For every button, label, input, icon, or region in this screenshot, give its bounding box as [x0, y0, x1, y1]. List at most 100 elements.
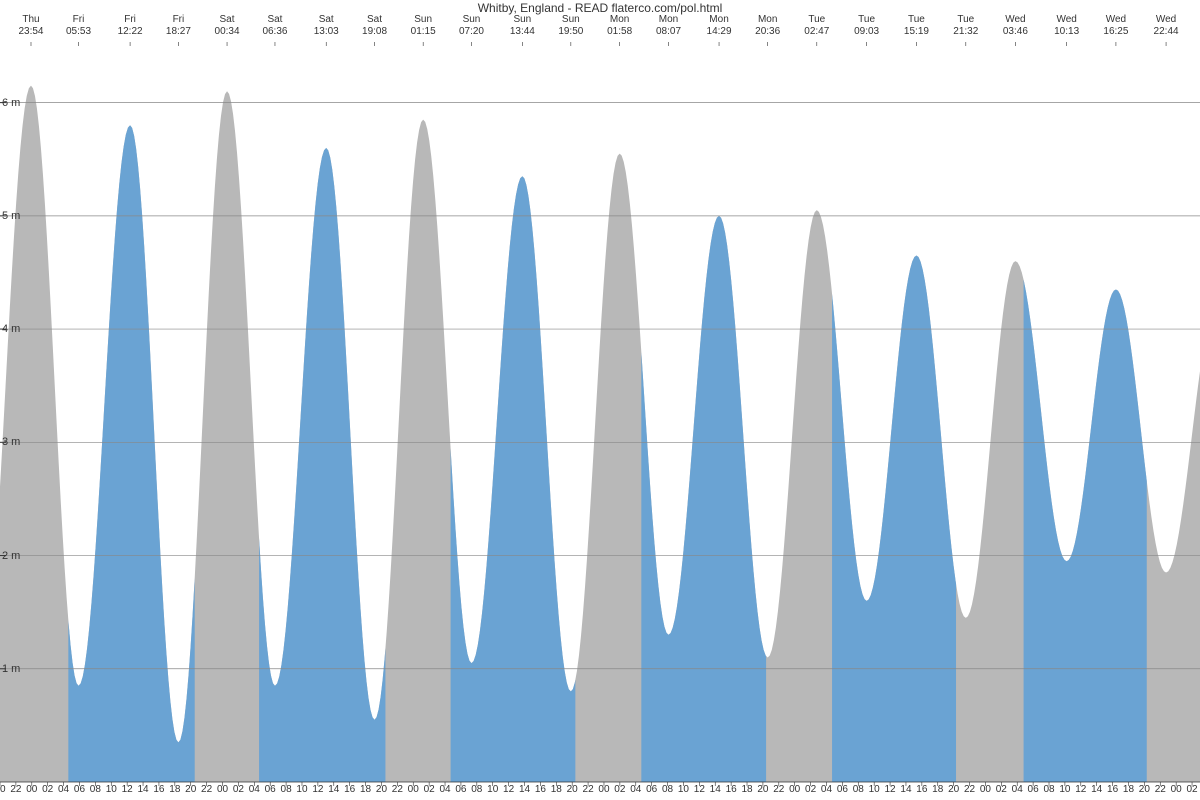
hour-tick-label: 18 — [551, 784, 562, 795]
hour-tick-label: 14 — [1091, 784, 1102, 795]
extreme-time-label: Fri12:22 — [118, 14, 143, 38]
hour-tick-label: 02 — [42, 784, 53, 795]
extreme-time-label: Fri18:27 — [166, 14, 191, 38]
hour-tick-label: 02 — [996, 784, 1007, 795]
tide-chart: Whitby, England - READ flaterco.com/pol.… — [0, 0, 1200, 800]
hour-tick-label: 06 — [646, 784, 657, 795]
hour-tick-label: 10 — [106, 784, 117, 795]
hour-tick-label: 20 — [376, 784, 387, 795]
y-tick-label: 6 m — [2, 97, 20, 109]
hour-tick-label: 00 — [217, 784, 228, 795]
hour-tick-label: 02 — [424, 784, 435, 795]
hour-tick-label: 08 — [281, 784, 292, 795]
extreme-time-label: Wed03:46 — [1003, 14, 1028, 38]
chart-title: Whitby, England - READ flaterco.com/pol.… — [0, 0, 1200, 15]
hour-tick-label: 04 — [439, 784, 450, 795]
hour-tick-label: 06 — [74, 784, 85, 795]
hour-tick-label: 22 — [1155, 784, 1166, 795]
hour-tick-label: 18 — [1123, 784, 1134, 795]
hour-tick-label: 14 — [900, 784, 911, 795]
hour-tick-label: 20 — [185, 784, 196, 795]
extreme-time-label: Sat00:34 — [215, 14, 240, 38]
hour-tick-label: 00 — [789, 784, 800, 795]
extreme-time-label: Tue21:32 — [953, 14, 978, 38]
hour-tick-label: 22 — [964, 784, 975, 795]
hour-tick-label: 02 — [805, 784, 816, 795]
hour-tick-label: 04 — [1012, 784, 1023, 795]
hour-tick-label: 06 — [455, 784, 466, 795]
hour-tick-label: 06 — [1028, 784, 1039, 795]
hour-tick-label: 06 — [265, 784, 276, 795]
y-tick-label: 3 m — [2, 436, 20, 448]
extreme-time-label: Sun01:15 — [411, 14, 436, 38]
hour-tick-label: 00 — [598, 784, 609, 795]
hour-tick-label: 22 — [583, 784, 594, 795]
hour-tick-label: 12 — [694, 784, 705, 795]
hour-tick-label: 04 — [249, 784, 260, 795]
hour-tick-label: 04 — [630, 784, 641, 795]
hour-tick-label: 22 — [201, 784, 212, 795]
hour-tick-label: 18 — [741, 784, 752, 795]
hour-tick-label: 10 — [296, 784, 307, 795]
extreme-time-label: Tue09:03 — [854, 14, 879, 38]
hour-tick-label: 20 — [1139, 784, 1150, 795]
hour-tick-label: 16 — [916, 784, 927, 795]
hour-tick-label: 20 — [757, 784, 768, 795]
hour-tick-label: 14 — [710, 784, 721, 795]
extreme-time-label: Wed10:13 — [1054, 14, 1079, 38]
hour-tick-label: 22 — [773, 784, 784, 795]
extreme-time-label: Sun19:50 — [558, 14, 583, 38]
plot-area — [0, 0, 1200, 800]
y-axis-labels: 1 m2 m3 m4 m5 m6 m — [2, 0, 32, 800]
hour-tick-label: 14 — [137, 784, 148, 795]
hour-tick-label: 08 — [471, 784, 482, 795]
y-tick-label: 1 m — [2, 663, 20, 675]
hour-tick-label: 04 — [58, 784, 69, 795]
hour-tick-label: 14 — [328, 784, 339, 795]
extreme-time-label: Sat06:36 — [262, 14, 287, 38]
hour-tick-label: 10 — [1059, 784, 1070, 795]
hour-tick-label: 06 — [837, 784, 848, 795]
hour-tick-label: 16 — [1107, 784, 1118, 795]
extreme-time-label: Sat13:03 — [314, 14, 339, 38]
extreme-time-label: Mon01:58 — [607, 14, 632, 38]
hour-tick-label: 08 — [1043, 784, 1054, 795]
hour-tick-label: 10 — [869, 784, 880, 795]
hour-tick-label: 10 — [487, 784, 498, 795]
hour-tick-label: 16 — [153, 784, 164, 795]
hour-tick-label: 16 — [344, 784, 355, 795]
hour-tick-label: 16 — [726, 784, 737, 795]
hour-tick-label: 02 — [614, 784, 625, 795]
bottom-hour-labels: 20 22 00 02 04 06 08 10 12 14 16 18 20 22 00 02 04 06 08 10… — [0, 784, 1200, 798]
hour-tick-label: 18 — [360, 784, 371, 795]
extreme-time-label: Wed22:44 — [1154, 14, 1179, 38]
hour-tick-label: 10 — [678, 784, 689, 795]
hour-tick-label: 00 — [1171, 784, 1182, 795]
extreme-time-label: Wed16:25 — [1103, 14, 1128, 38]
y-tick-label: 2 m — [2, 550, 20, 562]
y-tick-label: 5 m — [2, 210, 20, 222]
extreme-time-label: Mon08:07 — [656, 14, 681, 38]
hour-tick-label: 12 — [885, 784, 896, 795]
hour-tick-label: 08 — [90, 784, 101, 795]
hour-tick-label: 08 — [662, 784, 673, 795]
extreme-time-label: Tue15:19 — [904, 14, 929, 38]
extreme-time-label: Sat19:08 — [362, 14, 387, 38]
hour-tick-label: 22 — [392, 784, 403, 795]
hour-tick-label: 18 — [169, 784, 180, 795]
extreme-time-label: Mon14:29 — [707, 14, 732, 38]
hour-tick-label: 00 — [980, 784, 991, 795]
hour-tick-label: 12 — [503, 784, 514, 795]
extreme-time-label: Sun13:44 — [510, 14, 535, 38]
hour-tick-label: 20 — [567, 784, 578, 795]
hour-tick-label: 12 — [1075, 784, 1086, 795]
hour-tick-label: 12 — [312, 784, 323, 795]
hour-tick-label: 02 — [1186, 784, 1197, 795]
hour-tick-label: 08 — [853, 784, 864, 795]
extreme-time-label: Fri05:53 — [66, 14, 91, 38]
hour-tick-label: 12 — [122, 784, 133, 795]
extreme-time-label: Tue02:47 — [804, 14, 829, 38]
hour-tick-label: 04 — [821, 784, 832, 795]
hour-tick-label: 18 — [932, 784, 943, 795]
hour-tick-label: 16 — [535, 784, 546, 795]
